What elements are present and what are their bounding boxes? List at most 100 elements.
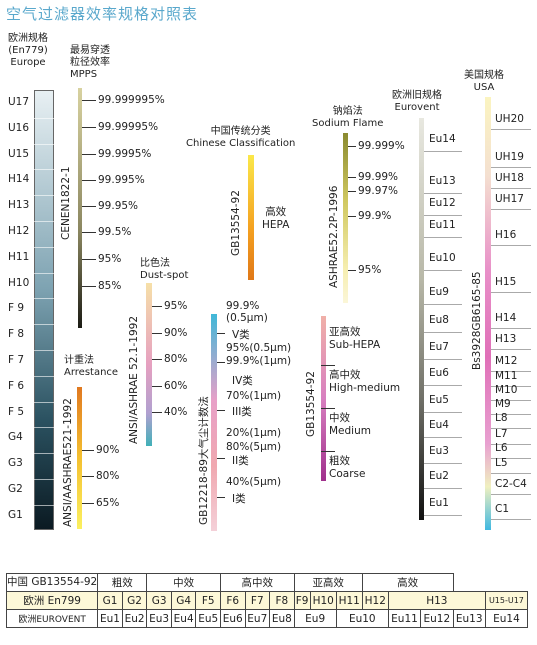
gb12218-tick-mark [217,362,225,363]
usa-grade-label: M10 [495,384,518,396]
dustspot-tick-label: 80% [164,353,188,365]
europe-grade-label: G1 [8,508,23,521]
table-cell: F8 [269,591,295,610]
dustspot-tick-mark [152,306,162,307]
usa-grade-label: UH19 [495,151,524,163]
sodium-tick-mark [348,216,356,217]
table-cell: Eu10 [335,609,389,628]
europe-grade-label: G3 [8,457,23,470]
mpps-tick-label: 99.995% [98,174,145,186]
eurovent-grade-label: Eu9 [429,286,449,298]
table-cell: G4 [170,591,197,610]
europe-grade-divider [34,169,54,171]
table-cell: Eu5 [195,609,221,628]
eurovent-grade-divider [424,304,462,305]
europe-grade-divider [34,401,54,403]
table-cell: Eu1 [97,609,123,628]
eurovent-grade-divider [424,237,462,238]
gb12218-bar [211,314,217,531]
dustspot-tick-mark [152,359,162,360]
usa-grade-divider [491,371,531,372]
usa-grade-divider [491,292,531,293]
gb13554-low-grade: 中效 Medium [329,412,371,438]
gb13554-low-grade: 亚高效 Sub-HEPA [329,326,380,352]
table-cell: G2 [121,591,148,610]
eurovent-grade-divider [424,151,462,152]
mpps-bar [78,88,82,328]
gb12218-level-label: V类 [232,329,250,341]
mpps-tick-label: 99.99995% [98,121,159,133]
eurovent-grade-divider [424,385,462,386]
gb13554-low-divider [321,451,335,452]
usa-grade-label: L7 [495,428,508,440]
sodium-std-label: ASHRAE52.2P-1996 [328,185,340,288]
eurovent-grade-divider [424,332,462,333]
chinese-bar [248,155,254,280]
europe-grade-label: F 7 [8,354,25,366]
eurovent-grade-divider [424,463,462,464]
comparison-table: 中国 GB13554-92 粗效 中效 高中效 亚高效 高效 欧洲 En799 G… [5,573,529,628]
eurovent-grade-divider [424,270,462,271]
arrestance-tick-mark [82,503,94,504]
table-cell: U15-U17 [484,591,529,610]
europe-grade-divider [34,195,54,197]
europe-grade-label: H14 [8,173,30,186]
eurovent-grade-divider [424,515,462,516]
gb13554-low-grade-text: Medium [329,425,371,437]
dustspot-header: 比色法 Dust-spot [140,258,189,281]
gb12218-tick-mark [217,410,225,411]
gb13554-low-grade-text: Coarse [329,468,366,480]
usa-grade-label: H13 [495,333,517,345]
mpps-tick-mark [82,127,96,128]
europe-grade-divider [34,427,54,429]
usa-std-label: Bs3928GB6165-85 [471,271,483,370]
table-cell: 欧洲EUROVENT [5,609,99,628]
gb12218-level-label: I类 [232,493,246,505]
eurovent-grade-divider [424,359,462,360]
table-cell: Eu14 [484,609,529,628]
table-cell: F6 [219,591,246,610]
table-cell: Eu2 [121,609,148,628]
gb12218-level-label: 70%(1μm) [226,390,282,402]
table-cell: H10 [309,591,337,610]
usa-grade-label: UH20 [495,113,524,125]
table-cell: Eu11 [387,609,422,628]
arrestance-bar [77,387,82,529]
gb13554-low-grade: 粗效 Coarse [329,455,365,481]
eurovent-grade-divider [424,488,462,489]
dustspot-tick-mark [152,333,162,334]
europe-grade-divider [34,375,54,377]
arrestance-tick-label: 80% [96,470,120,482]
gb12218-level-label: IV类 [232,375,253,387]
usa-grade-divider [491,167,531,168]
eurovent-grade-divider [424,412,462,413]
mpps-tick-mark [82,180,96,181]
usa-grade-divider [491,188,531,189]
table-cell: 亚高效 [293,573,363,592]
arrestance-tick-label: 65% [96,497,120,509]
table-cell: H11 [335,591,363,610]
gb12218-level-label: 80%(5μm) [226,441,282,453]
europe-grade-divider [34,221,54,222]
mpps-tick-label: 95% [98,253,122,265]
europe-grade-divider [34,350,54,351]
chinese-hepa-label: 高效 HEPA [262,206,290,231]
dustspot-tick-label: 90% [164,327,188,339]
europe-grade-divider [34,504,54,506]
gb12218-std-label: GB12218-89大气尘计数法 [198,396,210,525]
eurovent-grade-label: Eu3 [429,445,449,457]
europe-bar [34,90,54,530]
sodium-tick-label: 99.9% [358,210,392,222]
table-cell: H13 [387,591,486,610]
europe-grade-divider [34,324,54,326]
gb12218-level-label: II类 [232,455,249,467]
gb12218-level-label: 99.9% [226,300,260,312]
table-cell: H12 [361,591,389,610]
dustspot-bar [146,283,152,446]
gb13554-low-grade-text: Sub-HEPA [329,339,381,351]
dustspot-tick-label: 95% [164,300,188,312]
europe-header: 欧洲规格 (En779) Europe [8,33,48,68]
table-cell: 高中效 [219,573,295,592]
mpps-tick-label: 99.5% [98,226,132,238]
arrestance-tick-mark [82,450,94,451]
